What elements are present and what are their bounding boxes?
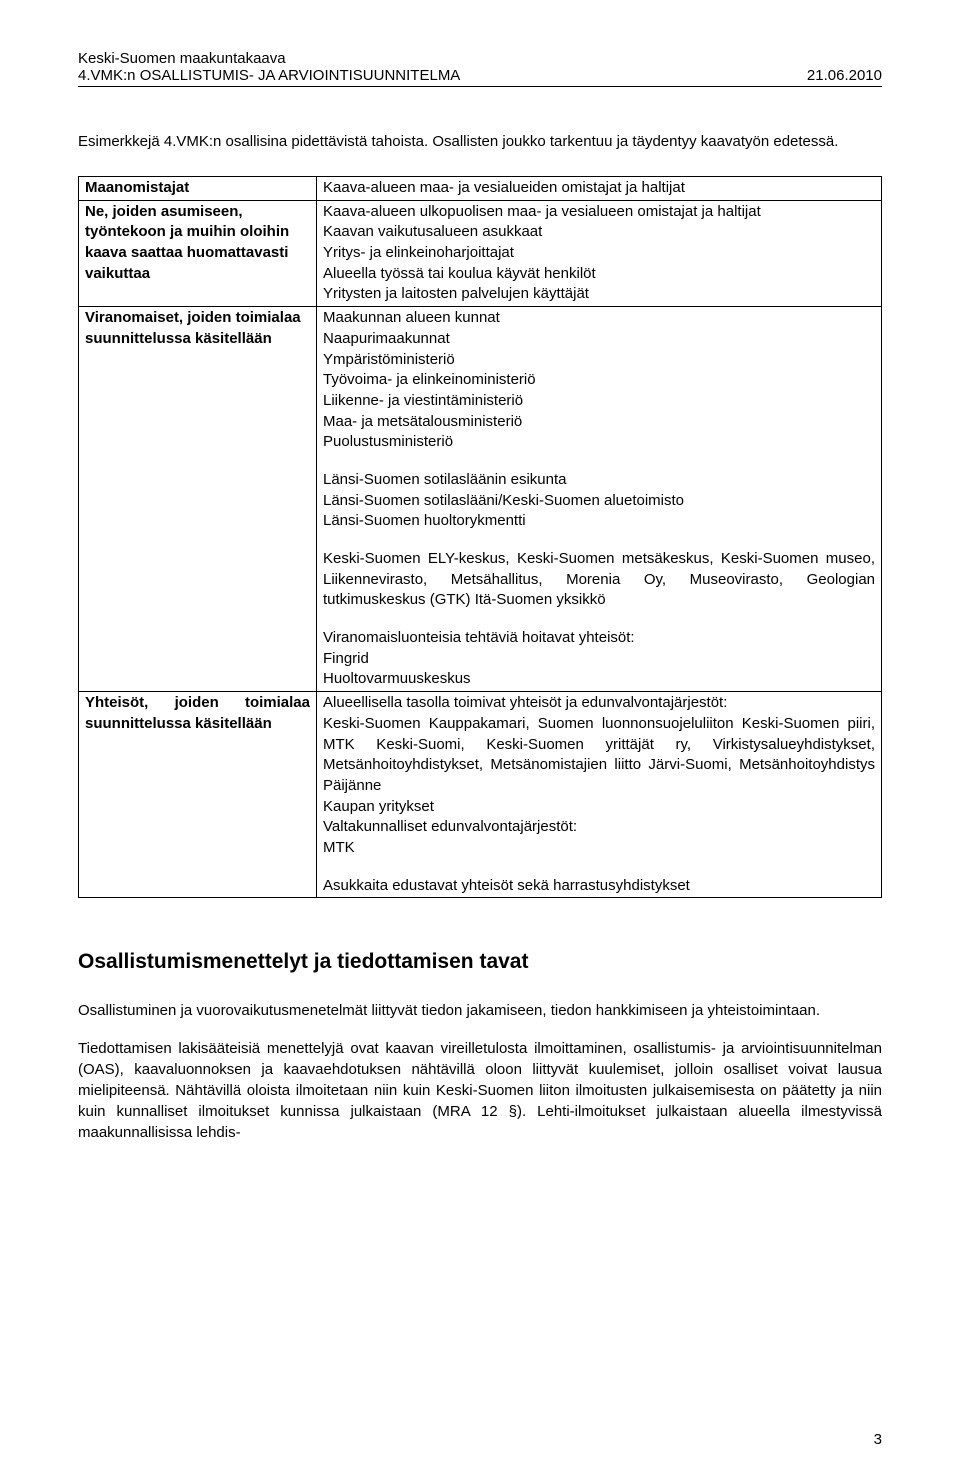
section-heading: Osallistumismenettelyt ja tiedottamisen … xyxy=(78,950,882,974)
table-row: Ne, joiden asumiseen, työntekoon ja muih… xyxy=(79,200,882,306)
table-row: Maanomistajat Kaava-alueen maa- ja vesia… xyxy=(79,177,882,201)
intro-paragraph: Esimerkkejä 4.VMK:n osallisina pidettävi… xyxy=(78,131,882,152)
body-paragraph-1: Osallistuminen ja vuorovaikutusmenetelmä… xyxy=(78,1000,882,1021)
table-row: Viranomaiset, joiden toimialaa suunnitte… xyxy=(79,307,882,692)
body-paragraph-2: Tiedottamisen lakisääteisiä menettelyjä … xyxy=(78,1038,882,1143)
row4-left: Yhteisöt, joiden toimialaa suunnitteluss… xyxy=(79,692,317,898)
row1-left: Maanomistajat xyxy=(79,177,317,201)
participants-table: Maanomistajat Kaava-alueen maa- ja vesia… xyxy=(78,176,882,898)
header-date: 21.06.2010 xyxy=(807,67,882,84)
row3-right: Maakunnan alueen kunnat Naapurimaakunnat… xyxy=(317,307,882,692)
header-subtitle: 4.VMK:n OSALLISTUMIS- JA ARVIOINTISUUNNI… xyxy=(78,67,460,84)
row1-right: Kaava-alueen maa- ja vesialueiden omista… xyxy=(317,177,882,201)
row3-left: Viranomaiset, joiden toimialaa suunnitte… xyxy=(79,307,317,692)
row2-left: Ne, joiden asumiseen, työntekoon ja muih… xyxy=(79,200,317,306)
page-number: 3 xyxy=(874,1431,882,1448)
row2-right: Kaava-alueen ulkopuolisen maa- ja vesial… xyxy=(317,200,882,306)
table-row: Yhteisöt, joiden toimialaa suunnitteluss… xyxy=(79,692,882,898)
header-title: Keski-Suomen maakuntakaava xyxy=(78,50,882,67)
row4-right: Alueellisella tasolla toimivat yhteisöt … xyxy=(317,692,882,898)
